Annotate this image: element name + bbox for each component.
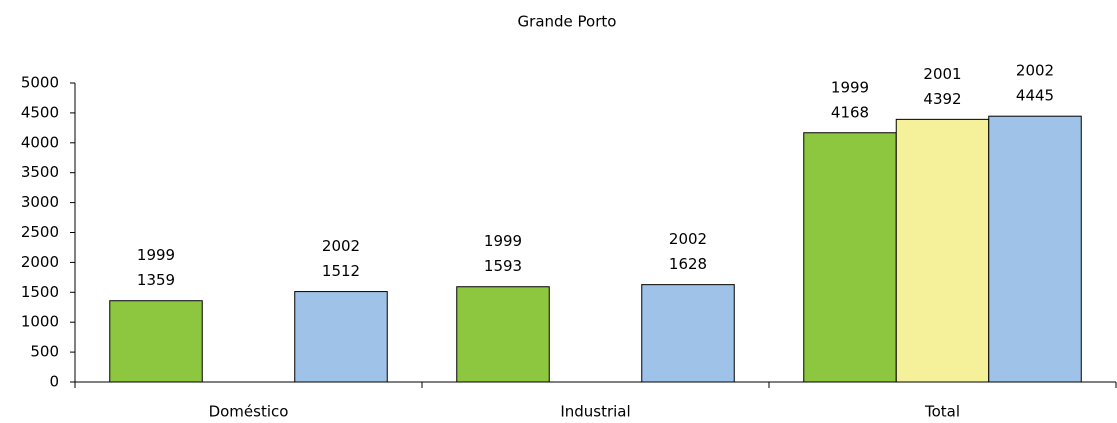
y-tick-label: 2500: [21, 223, 59, 241]
y-tick-label: 2000: [21, 253, 59, 271]
y-tick-label: 1500: [21, 283, 59, 301]
data-label: 4392: [923, 90, 961, 108]
y-tick-label: 3000: [21, 193, 59, 211]
data-label: 1593: [484, 257, 522, 275]
chart-title: Grande Porto: [518, 13, 617, 31]
y-tick-label: 3500: [21, 163, 59, 181]
x-tick-label: Doméstico: [209, 403, 289, 421]
x-tick-label: Industrial: [560, 403, 630, 421]
y-tick-label: 1000: [21, 313, 59, 331]
bar: [988, 115, 1082, 383]
y-tick-label: 500: [30, 343, 59, 361]
data-label-series: 2002: [1016, 62, 1054, 80]
data-label-series: 1999: [484, 232, 522, 250]
data-label: 4168: [831, 103, 869, 121]
data-label: 1628: [669, 255, 707, 273]
x-tick-label: Total: [924, 403, 960, 421]
data-label: 1359: [137, 271, 175, 289]
data-label: 1512: [322, 262, 360, 280]
bar: [109, 300, 203, 383]
data-label-series: 2002: [669, 230, 707, 248]
y-tick-label: 4500: [21, 103, 59, 121]
bar: [294, 291, 388, 383]
data-label-series: 1999: [831, 78, 869, 96]
bar: [803, 132, 897, 383]
data-label-series: 2002: [322, 237, 360, 255]
data-label-series: 2001: [923, 65, 961, 83]
bar: [456, 286, 550, 383]
bar: [895, 118, 990, 383]
data-label-series: 1999: [137, 246, 175, 264]
data-label: 4445: [1016, 87, 1054, 105]
y-tick-label: 0: [49, 373, 59, 391]
y-tick-label: 5000: [21, 74, 59, 92]
bar: [641, 284, 735, 383]
y-tick-label: 4000: [21, 133, 59, 151]
